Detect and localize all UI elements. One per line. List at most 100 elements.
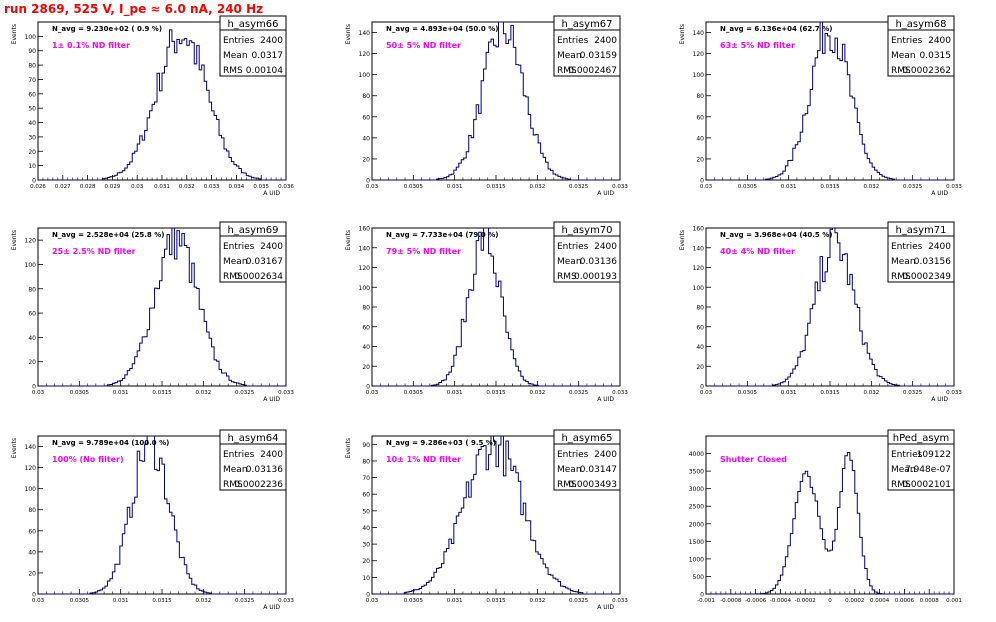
stats-key: Entries <box>557 450 589 460</box>
y-tick-label: 140 <box>359 30 371 37</box>
stats-value: 0.0003493 <box>568 480 617 490</box>
y-tick-label: 40 <box>362 135 370 142</box>
y-tick-label: 500 <box>693 574 705 581</box>
x-tick-label: 0.0305 <box>738 390 758 396</box>
y-tick-label: 20 <box>28 570 36 577</box>
y-tick-label: 100 <box>359 285 371 292</box>
stats-key: Entries <box>557 242 589 252</box>
x-axis-title: A UID <box>597 604 614 611</box>
y-tick-label: 40 <box>28 549 36 556</box>
histogram-line <box>38 227 286 387</box>
x-tick-label: 0.031 <box>447 390 463 396</box>
x-tick-label: 0.0002 <box>845 598 864 604</box>
stats-key: Mean <box>557 51 582 61</box>
x-tick-label: 0.0315 <box>486 184 506 190</box>
histogram-name: h_asym66 <box>227 19 278 30</box>
navg-label: N_avg = 4.893e+04 (50.0 %) <box>386 25 498 33</box>
x-tick-label: 0.034 <box>229 184 245 190</box>
y-tick-label: 0 <box>700 178 704 185</box>
x-tick-label: 0.03 <box>32 390 45 396</box>
stats-value: 109122 <box>917 450 951 460</box>
navg-label: N_avg = 6.136e+04 (62.7 %) <box>720 25 832 33</box>
x-tick-label: 0.031 <box>781 184 797 190</box>
y-tick-label: 120 <box>25 465 37 472</box>
x-axis-title: A UID <box>597 396 614 403</box>
stats-value: 2400 <box>260 36 283 46</box>
x-tick-label: 0.03 <box>32 598 45 604</box>
stats-value: 2400 <box>928 36 951 46</box>
stats-box <box>887 29 955 77</box>
histogram-name: h_asym67 <box>561 19 612 30</box>
stats-value: 0.0002467 <box>568 66 617 76</box>
y-tick-label: 140 <box>693 30 705 37</box>
x-tick-label: 0.026 <box>30 184 46 190</box>
stats-value: 0.03159 <box>580 51 617 61</box>
y-tick-label: 20 <box>696 364 704 371</box>
y-tick-label: 120 <box>693 51 705 58</box>
histogram-pad-h_asym68: 0 20 40 60 80 100 120 140 0.03 0.0305 0.031 0.0315 0… <box>679 15 962 197</box>
stats-key: Mean <box>557 257 582 267</box>
x-tick-label: 0.033 <box>946 184 962 190</box>
page-title: run 2869, 525 V, I_pe ≈ 6.0 nA, 240 Hz <box>4 2 264 16</box>
y-tick-label: 30 <box>362 542 370 549</box>
x-tick-label: 0.0305 <box>70 390 90 396</box>
y-tick-label: 70 <box>362 475 370 482</box>
histogram-pad-h_asym70: 0 20 40 60 80 100 120 140 160 0.03 0.0305 0.031 0.03… <box>345 221 628 403</box>
stats-value: 2400 <box>594 450 617 460</box>
x-tick-label: 0.033 <box>278 598 294 604</box>
x-tick-label: 0.0315 <box>820 390 840 396</box>
x-tick-label: 0.0305 <box>404 390 424 396</box>
stats-value: 0.0317 <box>252 51 284 61</box>
y-tick-label: 20 <box>362 156 370 163</box>
x-axis-title: A UID <box>597 190 614 197</box>
stats-value: 2400 <box>260 242 283 252</box>
x-tick-label: 0.0305 <box>70 598 90 604</box>
stats-value: 0.03136 <box>246 465 283 475</box>
y-tick-label: 50 <box>28 106 36 113</box>
y-tick-label: 0 <box>700 592 704 599</box>
histogram-pad-h_asym69: 0 20 40 60 80 100 120 0.03 0.0305 0.031 0.0315 0.03… <box>11 221 294 403</box>
stats-value: 0.03156 <box>914 257 951 267</box>
histogram-line <box>372 435 620 595</box>
y-axis-title: Events <box>11 24 18 44</box>
x-tick-label: 0.0305 <box>404 184 424 190</box>
x-tick-label: -0.0002 <box>795 598 816 604</box>
y-axis-title: Events <box>679 230 686 250</box>
x-tick-label: 0.0315 <box>820 184 840 190</box>
histogram-line <box>372 227 620 387</box>
y-tick-label: 80 <box>28 63 36 70</box>
x-tick-label: 0.032 <box>529 390 545 396</box>
stats-key: Entries <box>557 36 589 46</box>
x-tick-label: 0.033 <box>946 390 962 396</box>
y-axis-title: Events <box>679 24 686 44</box>
y-tick-label: 0 <box>32 178 36 185</box>
filter-label: 1± 0.1% ND filter <box>52 41 130 50</box>
y-tick-label: 60 <box>696 324 704 331</box>
x-tick-label: 0.032 <box>195 598 211 604</box>
navg-label: N_avg = 7.733e+04 (79.0 %) <box>386 231 498 239</box>
x-tick-label: 0.0006 <box>895 598 915 604</box>
histogram-pad-h_asym71: 0 20 40 60 80 100 120 140 160 0.03 0.0305 0.031 0.03… <box>679 221 962 403</box>
y-tick-label: 20 <box>696 156 704 163</box>
stats-key: Mean <box>223 465 248 475</box>
histogram-name: h_asym64 <box>227 433 278 444</box>
y-tick-label: 70 <box>28 77 36 84</box>
x-tick-label: 0.031 <box>154 184 170 190</box>
y-tick-label: 20 <box>28 359 36 366</box>
y-tick-label: 40 <box>28 120 36 127</box>
y-tick-label: 80 <box>696 93 704 100</box>
x-tick-label: 0.0315 <box>152 598 172 604</box>
stats-value: 0.03147 <box>580 465 617 475</box>
filter-label: 100% (No filter) <box>52 455 124 464</box>
x-tick-label: 0.0325 <box>569 598 589 604</box>
navg-label: N_avg = 9.230e+02 ( 0.9 %) <box>52 25 162 33</box>
y-tick-label: 90 <box>362 442 370 449</box>
x-tick-label: 0.033 <box>204 184 220 190</box>
stats-key: RMS <box>891 272 911 282</box>
filter-label: Shutter Closed <box>720 455 787 464</box>
x-tick-label: -0.0006 <box>745 598 767 604</box>
y-tick-label: 90 <box>28 48 36 55</box>
x-axis-title: A UID <box>263 396 280 403</box>
y-tick-label: 100 <box>693 285 705 292</box>
y-tick-label: 40 <box>696 135 704 142</box>
